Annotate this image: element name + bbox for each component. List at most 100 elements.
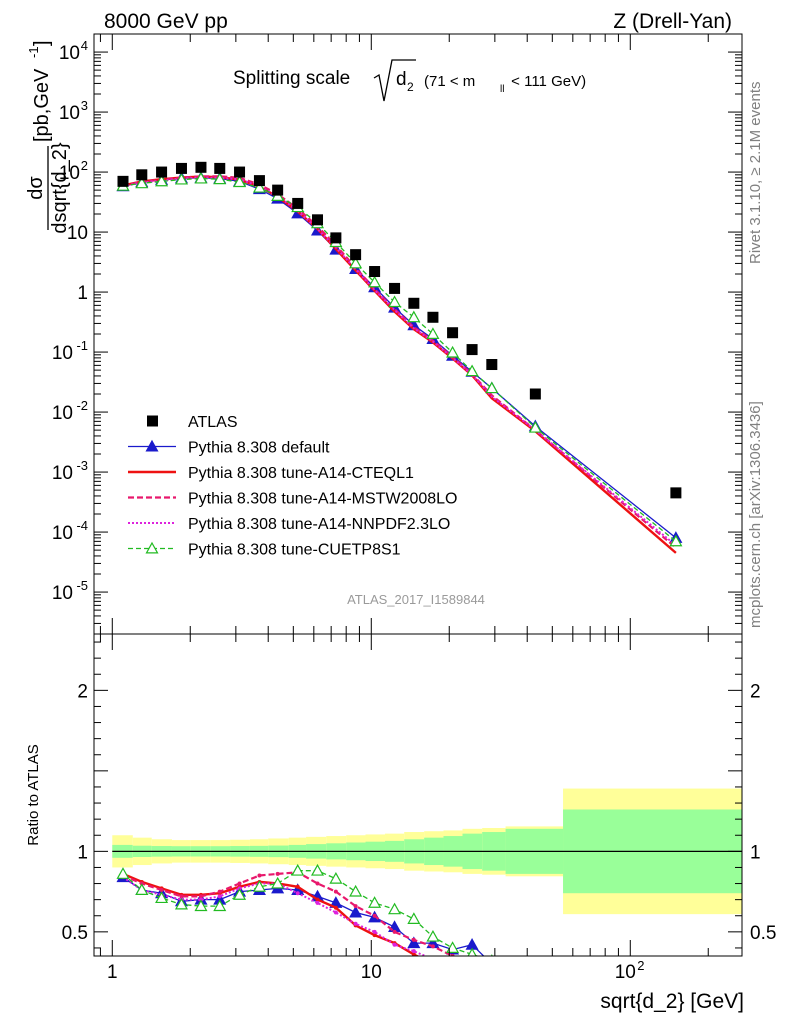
legend-label-cteql1: Pythia 8.308 tune-A14-CTEQL1 [188, 465, 414, 482]
main-y-tick-exponent: 3 [81, 98, 88, 113]
main-point-cuetp8s1 [485, 381, 499, 394]
ratio-point-default [486, 959, 497, 969]
ylabel-numerator: dσ [25, 176, 47, 200]
ratio-point-cuetp8s1 [135, 883, 149, 895]
ratio-point-cuetp8s1 [213, 899, 227, 912]
main-point-atlas [175, 162, 187, 174]
ratio-point-mstw [430, 944, 435, 949]
legend-label-mstw: Pythia 8.308 tune-A14-MSTW2008LO [188, 491, 457, 508]
main-y-tick-label: 10 [67, 223, 88, 244]
main-point-atlas [486, 359, 498, 371]
legend-label-default: Pythia 8.308 default [188, 440, 330, 457]
main-point-cuetp8s1 [407, 310, 421, 323]
main-y-tick-label: 10 [52, 463, 73, 484]
ratio-point-mstw [490, 965, 494, 969]
title-range-end: < 111 GeV) [507, 73, 586, 90]
title-range-sub: ll [500, 84, 504, 95]
main-y-tick-exponent: -1 [76, 338, 88, 353]
main-point-cuetp8s1 [528, 420, 542, 433]
ratio-x-tick-label: 1 [107, 962, 118, 983]
main-y-tick-label: 10 [59, 43, 80, 64]
ratio-point-cuetp8s1 [310, 863, 325, 876]
main-point-cuetp8s1 [349, 256, 363, 269]
ratio-point-cuetp8s1 [426, 929, 440, 942]
ratio-line-cuetp8s1 [122, 870, 480, 956]
main-point-cuetp8s1 [233, 175, 247, 188]
ratio-point-mstw [333, 889, 338, 894]
main-y-tick-exponent: -3 [76, 458, 88, 473]
main-point-cuetp8s1 [252, 180, 266, 193]
ratio-point-nnpdf [392, 942, 397, 947]
ratio-point-cuetp8s1 [233, 888, 247, 900]
ratio-point-default [407, 936, 421, 949]
ratio-point-mstw [392, 929, 397, 934]
main-point-atlas [427, 311, 439, 323]
ratio-point-mstw [179, 894, 184, 899]
analysis-watermark: ATLAS_2017_I1589844 [347, 592, 485, 607]
ratio-point-mstw [159, 887, 164, 892]
ratio-y-tick-label-right: 1 [750, 842, 761, 863]
title-range: (71 < m [424, 73, 475, 90]
ratio-x-tick-label: 10 [361, 962, 382, 983]
ratio-point-cteql1 [411, 952, 416, 956]
ratio-y-tick-label: 0.5 [62, 923, 88, 944]
main-point-atlas [214, 162, 226, 174]
main-point-cuetp8s1 [194, 171, 208, 184]
ratio-line-default [122, 876, 485, 956]
main-point-atlas [389, 282, 401, 294]
title-symbol: d [396, 69, 407, 90]
ratio-line-cteql1 [122, 872, 420, 956]
ratio-point-cuetp8s1 [329, 871, 343, 884]
legend-label-cuetp8s1: Pythia 8.308 tune-CUETP8S1 [188, 542, 401, 559]
ratio-y-tick-label-right: 0.5 [750, 923, 776, 944]
main-line-nnpdf [122, 176, 677, 547]
ratio-point-cteql1 [490, 978, 494, 982]
main-point-cuetp8s1 [446, 345, 460, 358]
main-point-atlas [272, 184, 284, 196]
main-point-cuetp8s1 [669, 534, 683, 547]
ratio-point-cuetp8s1 [467, 947, 477, 956]
ratio-point-default [349, 905, 363, 918]
ratio-point-cteql1 [451, 968, 455, 972]
main-point-cuetp8s1 [135, 176, 149, 189]
ratio-point-cuetp8s1 [174, 897, 188, 910]
main-point-cuetp8s1 [213, 172, 227, 185]
ratio-series [116, 863, 497, 982]
main-y-tick-label: 10 [52, 343, 73, 364]
ratio-point-cuetp8s1 [194, 899, 208, 912]
sqrt-symbol [373, 59, 416, 102]
ratio-point-cuetp8s1 [116, 867, 130, 879]
main-point-atlas [447, 327, 459, 339]
legend: ATLAS Pythia 8.308 default Pythia 8.308 tu… [128, 414, 457, 559]
main-y-tick-label: 10 [59, 103, 80, 124]
ratio-y-tick-label-right: 2 [750, 681, 761, 702]
ratio-point-mstw [198, 894, 203, 899]
legend-swatch-atlas [147, 415, 158, 427]
main-y-tick-exponent: -4 [76, 518, 88, 533]
main-y-tick-exponent: 4 [81, 38, 88, 53]
ratio-xlabel: sqrt{d_2} [GeV] [600, 990, 744, 1013]
main-line-mstw [122, 175, 677, 549]
main-y-tick-label: 10 [59, 163, 80, 184]
main-point-cuetp8s1 [465, 364, 479, 377]
ratio-point-cuetp8s1 [446, 941, 460, 953]
main-y-tick-label: 10 [52, 403, 73, 424]
main-point-cuetp8s1 [368, 275, 382, 288]
ratio-point-mstw [353, 904, 358, 909]
ratio-uncertainty-bands [112, 788, 742, 915]
main-y-tick-exponent: -2 [76, 398, 88, 413]
main-point-cuetp8s1 [174, 172, 188, 185]
ratio-point-nnpdf [470, 967, 474, 971]
ratio-point-nnpdf [431, 957, 435, 961]
ratio-point-mstw [372, 913, 377, 918]
ratio-point-cuetp8s1 [291, 863, 305, 876]
ratio-point-nnpdf [333, 910, 338, 915]
main-y-tick-label: 10 [52, 523, 73, 544]
ratio-point-mstw [315, 881, 320, 886]
ratio-point-nnpdf [451, 962, 455, 966]
ratio-point-mstw [217, 889, 222, 894]
main-point-atlas [670, 487, 682, 499]
legend-label-atlas: ATLAS [188, 414, 238, 431]
